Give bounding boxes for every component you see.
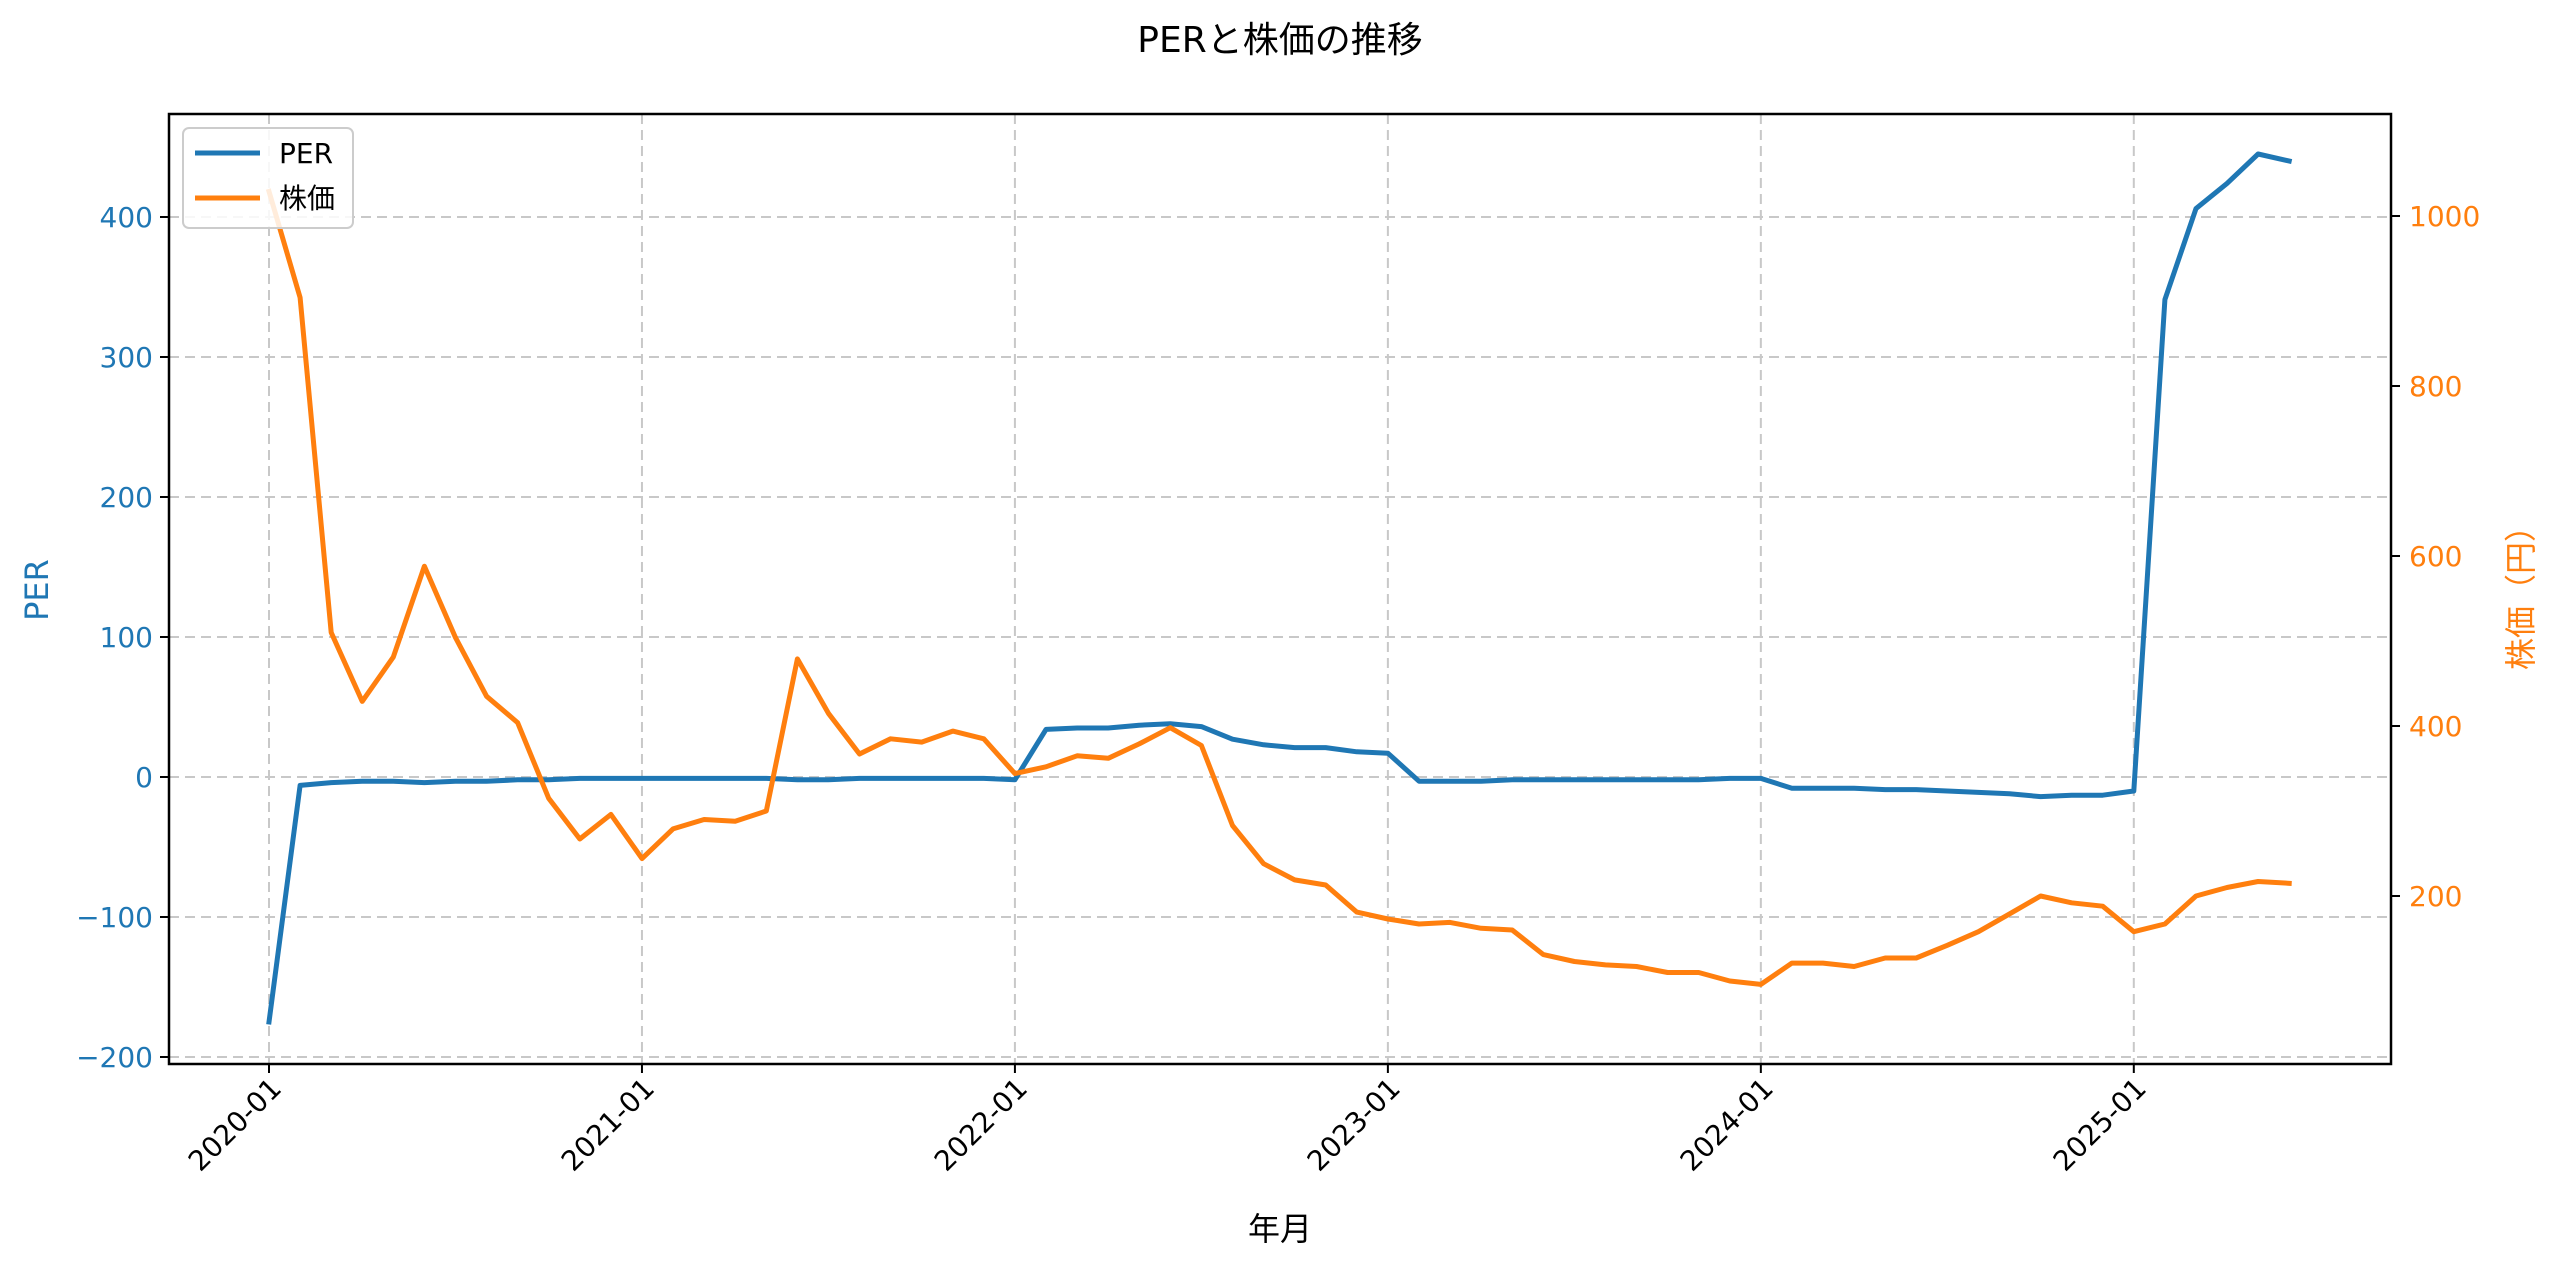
x-tick-label: 2022-01 (928, 1072, 1034, 1178)
right-tick-label: 1000 (2409, 200, 2480, 233)
price-line (265, 188, 2292, 987)
left-tick-label: 200 (100, 481, 153, 514)
left-tick-label: 300 (100, 341, 153, 374)
plot-frame (167, 112, 2393, 1066)
left-tick-label: −200 (76, 1041, 153, 1074)
legend-per-label: PER (279, 137, 333, 170)
left-tick-label: 100 (100, 621, 153, 654)
legend: PER 株価 (182, 127, 354, 229)
left-axis-label: PER (18, 559, 56, 621)
x-tick-label: 2023-01 (1301, 1072, 1407, 1178)
legend-price-label: 株価 (279, 182, 335, 215)
grid-lines (169, 114, 2391, 1064)
right-axis-label: 株価（円） (2502, 510, 2540, 670)
left-tick-label: 400 (100, 201, 153, 234)
right-tick-label: 200 (2409, 880, 2462, 913)
x-tick-label: 2024-01 (1674, 1072, 1780, 1178)
right-tick-label: 800 (2409, 370, 2462, 403)
left-tick-label: −100 (76, 901, 153, 934)
x-tick-label: 2025-01 (2047, 1072, 2153, 1178)
left-tick-label: 0 (135, 761, 153, 794)
right-tick-label: 600 (2409, 540, 2462, 573)
x-axis: 2020-01 2021-01 2022-01 2023-01 2024-01 2025-… (182, 1064, 2153, 1178)
x-tick-label: 2021-01 (555, 1072, 661, 1178)
left-y-axis: −200 −100 0 100 200 300 400 (76, 201, 169, 1074)
right-tick-label: 400 (2409, 710, 2462, 743)
right-y-axis: 200 400 600 800 1000 (2391, 200, 2480, 913)
x-axis-label: 年月 (1248, 1210, 1312, 1248)
chart-title: PERと株価の推移 (1137, 20, 1422, 61)
per-line (266, 151, 2293, 1025)
x-tick-label: 2020-01 (182, 1072, 288, 1178)
